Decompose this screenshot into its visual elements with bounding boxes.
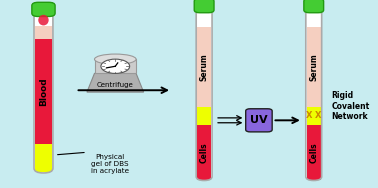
FancyBboxPatch shape — [34, 9, 53, 173]
Text: X: X — [315, 111, 322, 120]
FancyBboxPatch shape — [194, 0, 214, 13]
FancyBboxPatch shape — [306, 6, 322, 180]
Bar — [35, 144, 52, 172]
Text: X: X — [306, 111, 313, 120]
Text: Physical
gel of DBS
in acrylate: Physical gel of DBS in acrylate — [91, 154, 129, 174]
Bar — [197, 107, 211, 124]
FancyBboxPatch shape — [304, 0, 324, 13]
FancyBboxPatch shape — [246, 109, 272, 132]
FancyBboxPatch shape — [94, 59, 136, 73]
Text: Cells: Cells — [200, 142, 209, 163]
Polygon shape — [87, 73, 144, 92]
FancyBboxPatch shape — [32, 2, 55, 17]
Text: Cells: Cells — [309, 142, 318, 163]
Ellipse shape — [94, 54, 136, 64]
Circle shape — [101, 59, 130, 73]
Bar — [307, 107, 321, 124]
FancyBboxPatch shape — [196, 6, 212, 180]
Text: UV: UV — [250, 115, 268, 125]
Ellipse shape — [38, 15, 49, 25]
Text: Serum: Serum — [200, 53, 209, 81]
Bar — [197, 27, 211, 107]
Text: Rigid
Covalent
Network: Rigid Covalent Network — [331, 92, 369, 121]
Bar — [197, 124, 211, 180]
Bar — [35, 39, 52, 144]
Text: Blood: Blood — [39, 77, 48, 106]
Text: Serum: Serum — [309, 53, 318, 81]
Text: Centrifuge: Centrifuge — [97, 82, 134, 88]
Bar — [307, 27, 321, 107]
Bar — [307, 124, 321, 180]
Bar — [35, 26, 52, 39]
